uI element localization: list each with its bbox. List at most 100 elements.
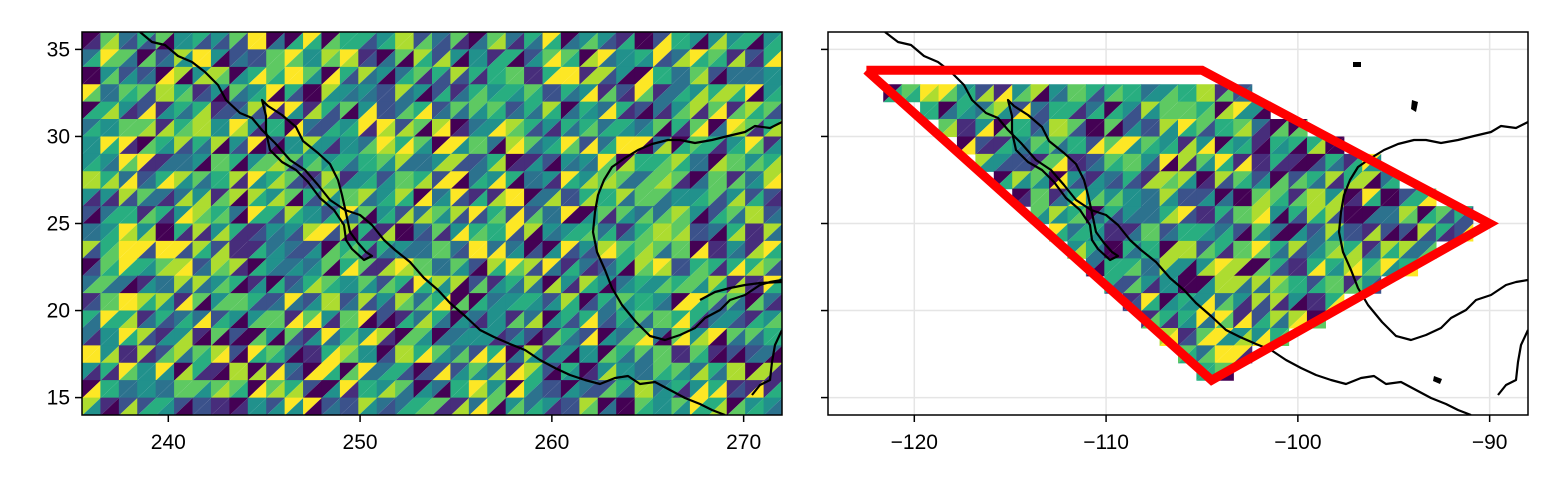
- contour-cell: [303, 275, 323, 294]
- contour-cell: [560, 310, 580, 329]
- contour-cell: [616, 258, 636, 277]
- contour-cell: [763, 101, 782, 120]
- contour-cell: [118, 84, 138, 103]
- contour-cell: [745, 240, 765, 259]
- contour-cell: [1067, 240, 1087, 259]
- contour-cell: [82, 153, 102, 172]
- contour-cell: [174, 66, 194, 85]
- contour-cell: [432, 362, 452, 381]
- contour-cell: [1251, 188, 1271, 207]
- right-coastline-pacific: [884, 32, 1472, 415]
- contour-cell: [155, 223, 175, 242]
- contour-cell: [192, 171, 212, 190]
- contour-cell: [653, 310, 673, 329]
- contour-cell: [1012, 171, 1032, 190]
- contour-cell: [1380, 206, 1400, 225]
- contour-cell: [726, 49, 746, 68]
- contour-cell: [413, 101, 433, 120]
- contour-cell: [339, 240, 359, 259]
- contour-cell: [1214, 206, 1234, 225]
- contour-cell: [1012, 119, 1032, 138]
- contour-cell: [192, 397, 212, 415]
- contour-cell: [155, 32, 175, 51]
- contour-cell: [210, 223, 230, 242]
- contour-cell: [358, 223, 378, 242]
- contour-cell: [100, 380, 120, 399]
- contour-cell: [210, 32, 230, 51]
- contour-cell: [1288, 136, 1308, 155]
- contour-cell: [745, 32, 765, 51]
- contour-cell: [1306, 223, 1326, 242]
- contour-cell: [597, 362, 617, 381]
- contour-cell: [1251, 153, 1271, 172]
- contour-cell: [413, 327, 433, 346]
- contour-cell: [542, 206, 562, 225]
- right-panel: −120 −110 −100 −90: [821, 31, 1529, 454]
- contour-cell: [597, 136, 617, 155]
- contour-cell: [708, 171, 728, 190]
- contour-cell: [376, 380, 396, 399]
- contour-cell: [432, 397, 452, 415]
- contour-cell: [634, 49, 654, 68]
- contour-cell: [634, 188, 654, 207]
- contour-cell: [579, 32, 599, 51]
- contour-cell: [524, 206, 544, 225]
- contour-cell: [192, 32, 212, 51]
- contour-cell: [616, 49, 636, 68]
- contour-cell: [708, 153, 728, 172]
- contour-cell: [1049, 119, 1069, 138]
- contour-cell: [174, 380, 194, 399]
- contour-cell: [1122, 101, 1142, 120]
- contour-cell: [505, 380, 525, 399]
- contour-cell: [1159, 206, 1179, 225]
- contour-cell: [487, 275, 507, 294]
- contour-cell: [616, 32, 636, 51]
- contour-cell: [82, 293, 102, 312]
- contour-cell: [542, 327, 562, 346]
- contour-cell: [635, 397, 654, 415]
- contour-cell: [745, 258, 765, 277]
- contour-cell: [210, 84, 230, 103]
- contour-cell: [82, 258, 102, 277]
- contour-cell: [726, 49, 746, 68]
- contour-cell: [174, 84, 194, 103]
- contour-cell: [1049, 153, 1069, 172]
- contour-cell: [1104, 188, 1124, 207]
- contour-cell: [229, 171, 249, 190]
- contour-cell: [210, 49, 230, 68]
- contour-cell: [339, 136, 359, 155]
- contour-cell: [1122, 258, 1142, 277]
- contour-cell: [266, 362, 286, 381]
- contour-cell: [634, 223, 654, 242]
- contour-cell: [247, 258, 267, 277]
- contour-cell: [1288, 171, 1308, 190]
- contour-cell: [1049, 119, 1069, 138]
- contour-cell: [247, 223, 267, 242]
- contour-cell: [229, 188, 249, 207]
- contour-cell: [579, 275, 599, 294]
- contour-cell: [1435, 223, 1455, 242]
- contour-cell: [616, 84, 636, 103]
- contour-cell: [1288, 153, 1308, 172]
- contour-cell: [322, 397, 341, 415]
- contour-cell: [579, 310, 599, 329]
- contour-cell: [1343, 188, 1363, 207]
- contour-cell: [634, 240, 654, 259]
- contour-cell: [210, 136, 230, 155]
- contour-cell: [763, 327, 782, 346]
- x-tick-label: −90: [1472, 431, 1508, 454]
- contour-cell: [763, 189, 782, 207]
- contour-cell: [82, 293, 102, 312]
- contour-cell: [137, 49, 157, 68]
- contour-cell: [247, 171, 267, 190]
- contour-cell: [432, 32, 452, 51]
- contour-cell: [1196, 206, 1216, 225]
- contour-cell: [118, 32, 138, 51]
- contour-cell: [247, 275, 267, 294]
- contour-cell: [487, 119, 507, 138]
- contour-cell: [413, 240, 433, 259]
- contour-cell: [726, 101, 746, 120]
- contour-cell: [450, 275, 470, 294]
- contour-cell: [1306, 136, 1326, 155]
